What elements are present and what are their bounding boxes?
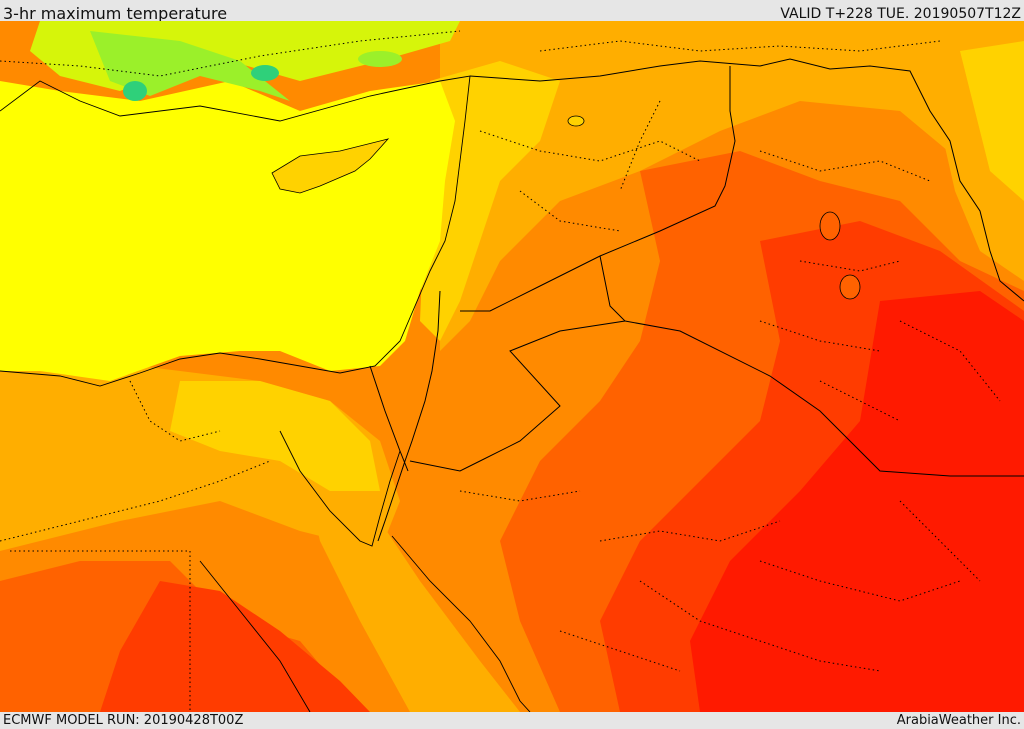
boundary-dotted-iraq bbox=[759, 150, 1001, 422]
coastline-gulf-suez bbox=[279, 430, 401, 547]
zone-green-peak-1 bbox=[123, 81, 147, 101]
footer-bar: ECMWF MODEL RUN: 20190428T00Z ArabiaWeat… bbox=[0, 712, 1024, 729]
border-jordan-rift bbox=[377, 290, 441, 542]
zone-amber-redsea bbox=[300, 451, 520, 712]
zone-gold-levant bbox=[420, 61, 560, 341]
zone-amber-north bbox=[440, 21, 1024, 351]
valid-time: VALID T+228 TUE. 20190507T12Z bbox=[780, 6, 1021, 22]
border-iraq-saudi bbox=[624, 320, 1024, 477]
boundary-dotted-saudi bbox=[459, 490, 981, 672]
zone-gold-ne bbox=[960, 41, 1024, 201]
mediterranean-sea bbox=[0, 81, 455, 381]
cyprus-island bbox=[271, 138, 390, 194]
border-syria-iraq bbox=[469, 58, 1024, 302]
lake-tharthar bbox=[819, 211, 841, 241]
zone-gold-sinai bbox=[170, 381, 380, 491]
temperature-map bbox=[0, 21, 1024, 712]
border-syria-iraq-south bbox=[460, 66, 736, 312]
boundary-dotted-egypt bbox=[0, 380, 271, 712]
credit: ArabiaWeather Inc. bbox=[896, 713, 1021, 728]
zone-red-east bbox=[690, 291, 1024, 712]
lake-habbaniyah bbox=[839, 274, 861, 300]
map-title: 3-hr maximum temperature bbox=[3, 4, 228, 23]
boundary-dotted-syria bbox=[479, 100, 701, 232]
zone-redorange-sw bbox=[100, 581, 370, 712]
border-egypt-israel bbox=[369, 365, 409, 472]
model-run: ECMWF MODEL RUN: 20190428T00Z bbox=[3, 713, 244, 728]
header-bar: 3-hr maximum temperature VALID T+228 TUE… bbox=[0, 0, 1024, 23]
coastline-levant bbox=[0, 75, 471, 387]
lake-assad bbox=[567, 115, 585, 127]
zone-green-peak-2 bbox=[251, 65, 279, 81]
boundary-dotted-anatolia bbox=[0, 30, 941, 77]
coastline-red-sea bbox=[199, 535, 531, 712]
border-jordan-saudi bbox=[409, 255, 627, 472]
zone-lightgreen-east bbox=[358, 51, 402, 67]
temperature-map-canvas bbox=[0, 21, 1024, 712]
